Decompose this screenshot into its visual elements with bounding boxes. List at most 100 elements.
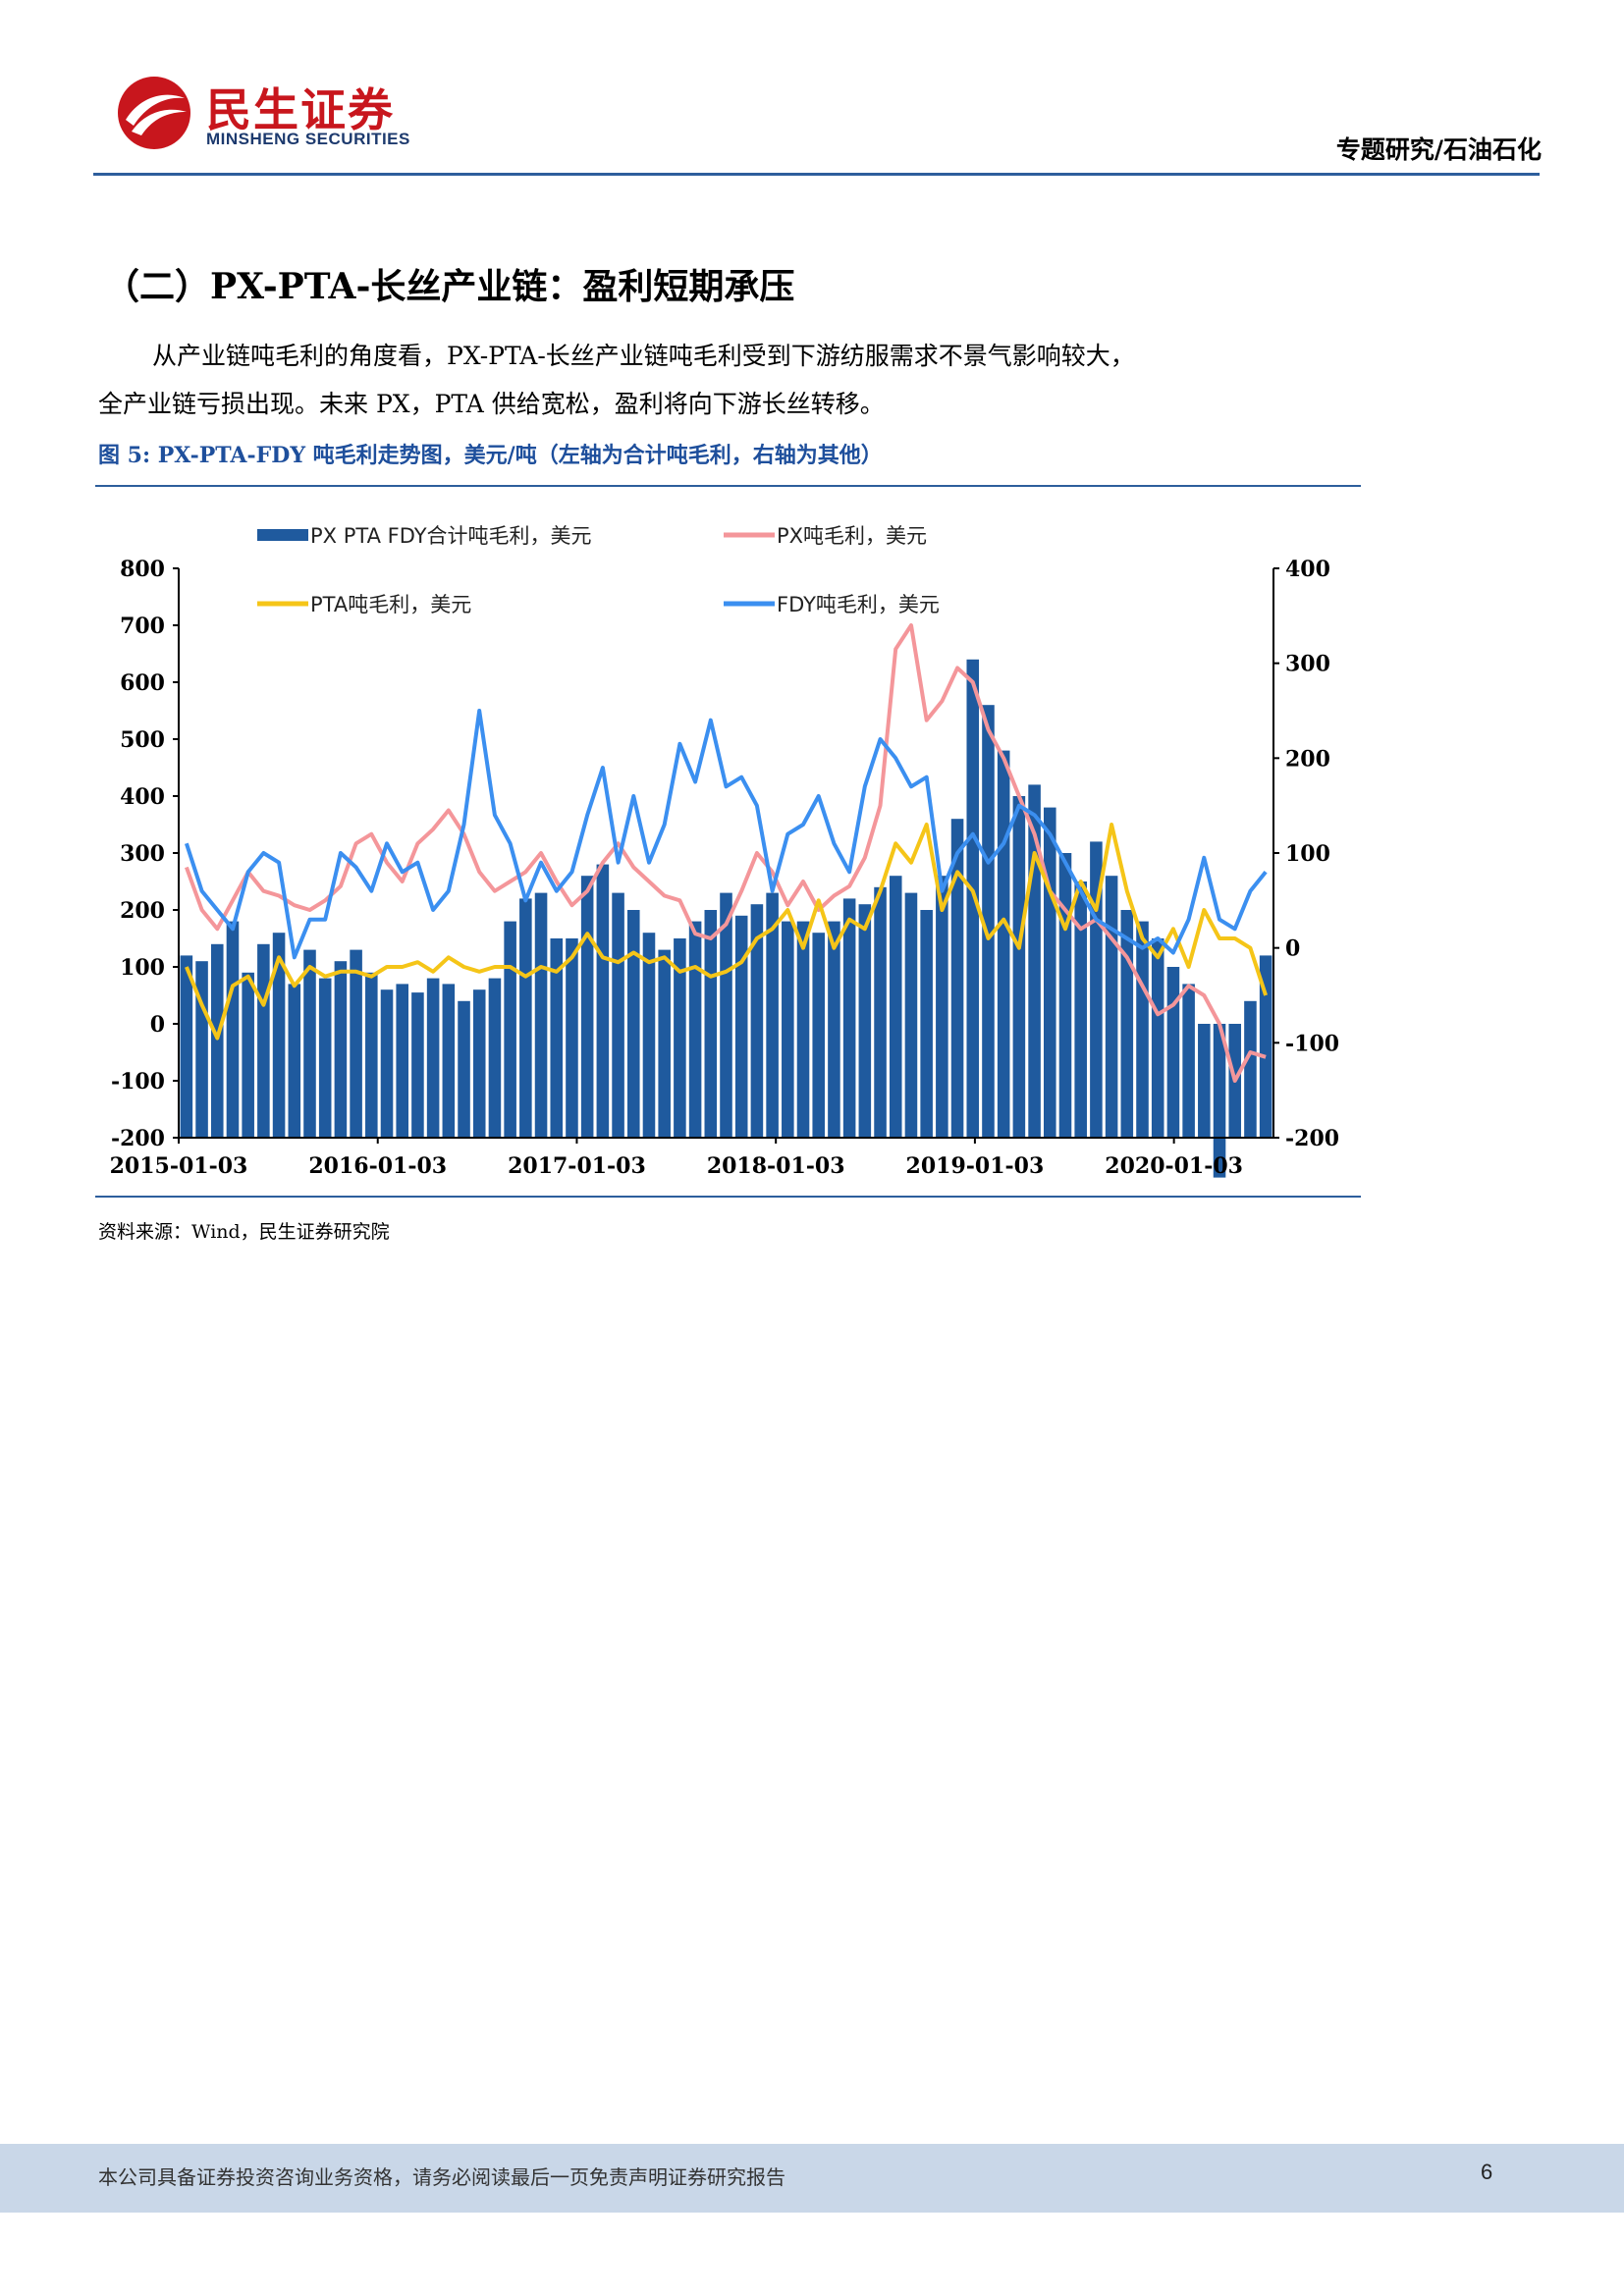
bar-series-total-profit	[180, 659, 1272, 1178]
right-tick-label: 0	[1285, 936, 1300, 962]
right-tick-label: -100	[1285, 1031, 1339, 1056]
legend-label: FDY吨毛利，美元	[777, 593, 940, 616]
bar	[874, 886, 887, 1138]
bar	[596, 864, 610, 1138]
bar	[1151, 938, 1164, 1138]
x-tick-label: 2019-01-03	[906, 1153, 1045, 1179]
bar	[766, 892, 779, 1138]
x-tick-label: 2018-01-03	[707, 1153, 845, 1179]
logo-mark-icon	[118, 77, 190, 149]
page-number: 6	[1481, 2160, 1493, 2184]
right-tick-label: 300	[1285, 652, 1330, 677]
left-tick-label: 700	[120, 614, 165, 639]
bar	[828, 921, 840, 1138]
left-tick-label: 300	[120, 841, 165, 867]
footer-disclaimer: 本公司具备证券投资咨询业务资格，请务必阅读最后一页免责声明证券研究报告	[98, 2165, 785, 2189]
bar	[303, 949, 316, 1138]
company-logo: 民生证券 MINSHENG SECURITIES	[116, 71, 430, 159]
bar	[1012, 796, 1026, 1138]
bar	[350, 949, 362, 1138]
bar	[1044, 807, 1056, 1138]
bar	[488, 978, 502, 1138]
bar	[1136, 921, 1149, 1138]
bar	[966, 659, 980, 1138]
chart-axes: 800 700 600 500 400 300 200 100 0 -100 -200 400 300 2…	[110, 557, 1339, 1179]
bar	[642, 933, 656, 1138]
bar	[688, 921, 702, 1138]
bar	[242, 972, 254, 1138]
report-category: 专题研究/石油石化	[1335, 135, 1542, 164]
x-tick-label: 2015-01-03	[110, 1153, 248, 1179]
bar	[1058, 853, 1072, 1138]
x-tick-label: 2020-01-03	[1105, 1153, 1243, 1179]
bar	[936, 876, 948, 1138]
bar	[580, 876, 594, 1138]
line-series-group	[184, 623, 1269, 1083]
left-tick-label: -200	[111, 1126, 165, 1151]
figure-top-rule	[95, 485, 1361, 487]
bar	[920, 910, 933, 1138]
bar	[550, 938, 564, 1138]
bar	[1166, 967, 1180, 1138]
bar	[950, 819, 964, 1138]
figure-bottom-rule	[95, 1196, 1361, 1198]
right-tick-label: 400	[1285, 557, 1330, 582]
bar	[1074, 881, 1087, 1138]
bar	[396, 984, 408, 1138]
chart-legend: PX PTA FDY合计吨毛利，美元 PX吨毛利，美元 PTA吨毛利，美元 FDY吨毛…	[257, 524, 940, 616]
left-tick-label: 100	[120, 955, 165, 981]
bar	[226, 921, 240, 1138]
logo-en-text: MINSHENG SECURITIES	[206, 130, 410, 148]
x-tick-label: 2016-01-03	[308, 1153, 447, 1179]
left-tick-label: 600	[120, 670, 165, 696]
bar	[1198, 1024, 1211, 1138]
figure-caption: 图 5: PX-PTA-FDY 吨毛利走势图，美元/吨（左轴为合计吨毛利，右轴为…	[98, 443, 883, 468]
bar	[566, 938, 578, 1138]
bar	[318, 978, 332, 1138]
bar	[612, 892, 624, 1138]
bar	[519, 898, 532, 1138]
right-tick-label: 100	[1285, 841, 1330, 867]
right-tick-label: -200	[1285, 1126, 1339, 1151]
bar	[442, 984, 456, 1138]
bar	[889, 876, 902, 1138]
line-series	[184, 709, 1268, 960]
left-tick-label: -100	[111, 1069, 165, 1095]
bar	[982, 705, 995, 1138]
header-divider	[93, 173, 1540, 176]
bar	[472, 989, 486, 1138]
bar	[782, 921, 794, 1138]
bar	[1259, 955, 1272, 1138]
footer-bar	[0, 2144, 1624, 2213]
line-series	[185, 823, 1269, 1041]
right-tick-label: 200	[1285, 746, 1330, 772]
bar	[411, 992, 424, 1138]
left-tick-label: 500	[120, 727, 165, 753]
legend-label: PX PTA FDY合计吨毛利，美元	[310, 524, 592, 548]
bar	[180, 955, 193, 1138]
bar	[704, 910, 718, 1138]
bar	[272, 933, 286, 1138]
left-tick-label: 200	[120, 898, 165, 924]
bar	[658, 949, 671, 1138]
left-tick-label: 0	[150, 1012, 165, 1038]
bar	[1213, 1024, 1226, 1178]
bar	[1105, 876, 1118, 1138]
paragraph-line-2: 全产业链亏损出现。未来 PX，PTA 供给宽松，盈利将向下游长丝转移。	[98, 390, 885, 418]
bar	[997, 750, 1010, 1138]
section-title: （二）PX-PTA-长丝产业链：盈利短期承压	[104, 266, 795, 307]
bar	[720, 892, 732, 1138]
bar	[458, 1000, 470, 1138]
x-tick-label: 2017-01-03	[508, 1153, 646, 1179]
bar	[674, 938, 686, 1138]
bar	[842, 898, 856, 1138]
bar	[858, 904, 872, 1138]
bar	[626, 910, 640, 1138]
bar	[288, 984, 301, 1138]
bar	[750, 904, 764, 1138]
bar	[796, 921, 810, 1138]
bar	[380, 989, 394, 1138]
bar	[534, 892, 548, 1138]
line-series	[185, 623, 1267, 1083]
bar	[257, 943, 270, 1138]
